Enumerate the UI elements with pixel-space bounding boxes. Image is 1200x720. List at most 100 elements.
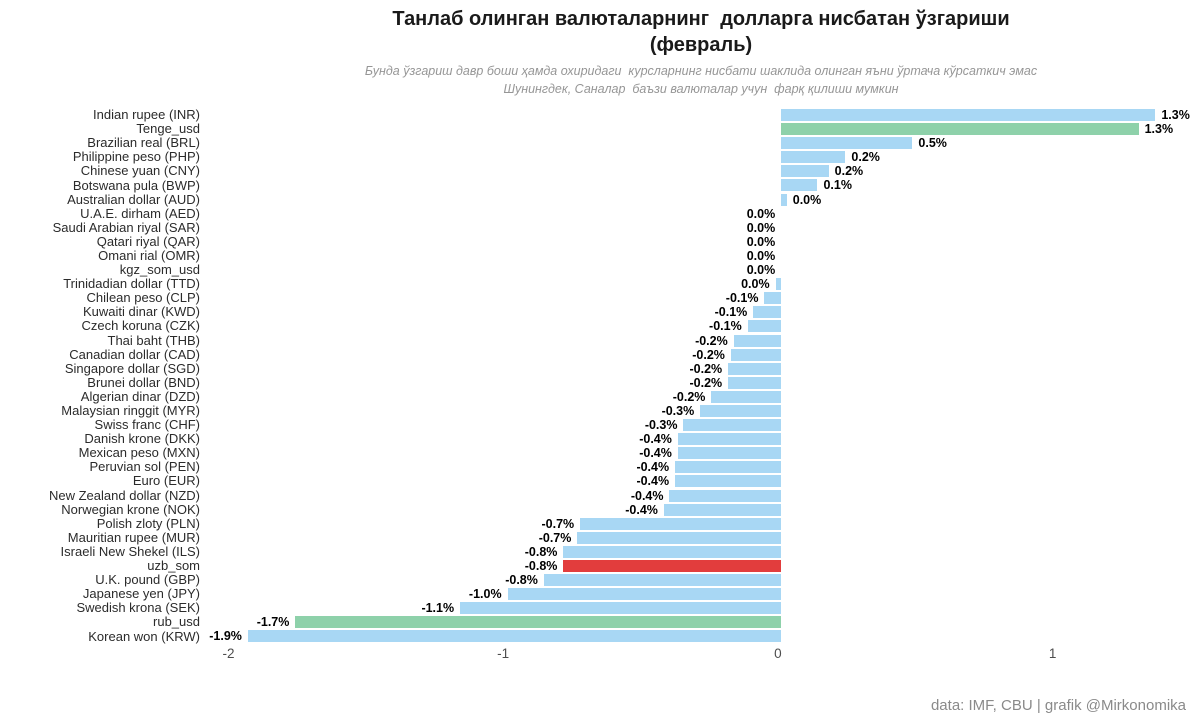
value-label: -1.9%: [209, 629, 242, 644]
chart-row: Kuwaiti dinar (KWD) -0.1%: [0, 305, 1200, 319]
x-tick-label: -1: [497, 646, 510, 661]
bar-track: -1.0%: [206, 587, 1200, 601]
category-label: New Zealand dollar (NZD): [49, 487, 200, 503]
bar: [675, 461, 782, 474]
bar-track: 0.0%: [206, 207, 1200, 221]
bar: [543, 574, 782, 587]
category-label: uzb_som: [147, 558, 200, 574]
chart-title-line2: (февраль): [649, 34, 753, 56]
bar-track: -0.1%: [206, 319, 1200, 333]
chart-row: Israeli New Shekel (ILS) -0.8%: [0, 544, 1200, 559]
bar: [683, 419, 782, 432]
chart-row: Tenge_usd 1.3%: [0, 122, 1200, 136]
bar: [781, 193, 787, 206]
category-label: Omani rial (OMR): [98, 247, 200, 263]
bar: [247, 630, 782, 643]
chart-row: rub_usd -1.7%: [0, 615, 1200, 629]
bar: [781, 151, 846, 164]
chart-row: Swiss franc (CHF) -0.3%: [0, 418, 1200, 432]
category-label: Malaysian ringgit (MYR): [61, 403, 200, 419]
category-label: Japanese yen (JPY): [82, 586, 200, 602]
value-label: -0.4%: [630, 488, 664, 503]
chart-row: Chilean peso (CLP) -0.1%: [0, 291, 1200, 305]
bar: [677, 433, 782, 446]
credits-text: data: IMF, CBU | grafik @Mirkonomika: [930, 697, 1186, 714]
category-label: Botswana pula (BWP): [72, 177, 200, 193]
category-label: Thai baht (THB): [107, 332, 200, 348]
chart-subtitle-line2: Шунингдек, Саналар баъзи валюталар учун …: [503, 82, 899, 97]
bar-track: -0.2%: [206, 334, 1200, 348]
bar-track: -0.4%: [206, 489, 1200, 503]
bar-track: -0.1%: [206, 291, 1200, 305]
value-label: 0.0%: [746, 206, 776, 221]
value-label: -0.3%: [661, 403, 695, 418]
bar-track: 0.2%: [206, 164, 1200, 178]
category-label: Trinidadian dollar (TTD): [63, 276, 200, 292]
bar-track: -0.4%: [206, 432, 1200, 446]
chart-row: Swedish krona (SEK) -1.1%: [0, 601, 1200, 615]
bar-chart-plot-area: Indian rupee (INR) 1.3% Tenge_usd 1.3% Brazi…: [0, 108, 1200, 644]
category-label: Chinese yuan (CNY): [80, 163, 200, 179]
chart-row: Australian dollar (AUD) 0.0%: [0, 192, 1200, 207]
chart-row: Omani rial (OMR) 0.0%: [0, 247, 1200, 263]
bar-track: -0.4%: [206, 503, 1200, 517]
bar: [728, 362, 782, 375]
value-label: -0.2%: [695, 333, 728, 348]
chart-row: Trinidadian dollar (TTD) 0.0%: [0, 277, 1200, 291]
bar-track: 0.2%: [206, 150, 1200, 164]
x-tick-label: -2: [222, 646, 235, 661]
value-label: 0.0%: [746, 234, 776, 249]
bar-track: -0.2%: [206, 376, 1200, 390]
bar: [677, 447, 782, 460]
bar-track: -1.7%: [206, 615, 1200, 629]
value-label: 0.2%: [834, 164, 864, 179]
category-label: Philippine peso (PHP): [72, 149, 200, 165]
value-label: -0.2%: [689, 361, 723, 376]
bar-track: -0.7%: [206, 531, 1200, 545]
chart-header: Танлаб олинган валюталарнинг долларга ни…: [212, 6, 1190, 98]
bar: [563, 560, 782, 572]
category-label: Polish zloty (PLN): [96, 515, 200, 531]
chart-row: Qatari riyal (QAR) 0.0%: [0, 233, 1200, 249]
value-label: 0.5%: [918, 136, 947, 151]
category-label: Peruvian sol (PEN): [89, 459, 200, 475]
category-label: Singapore dollar (SGD): [64, 360, 200, 376]
category-label: Norwegian krone (NOK): [61, 501, 200, 517]
bar: [563, 545, 782, 558]
value-label: -0.1%: [725, 291, 759, 306]
chart-row: Japanese yen (JPY) -1.0%: [0, 587, 1200, 601]
chart-row: Peruvian sol (PEN) -0.4%: [0, 460, 1200, 474]
category-label: U.A.E. dirham (AED): [80, 205, 200, 221]
category-label: Czech koruna (CZK): [81, 318, 200, 334]
x-axis: -2 -1 0 1: [212, 646, 1190, 664]
value-label: 0.0%: [746, 263, 776, 278]
category-label: Mauritian rupee (MUR): [67, 529, 200, 545]
value-label: -1.7%: [256, 615, 290, 630]
chart-row: Philippine peso (PHP) 0.2%: [0, 150, 1200, 164]
value-label: -0.3%: [644, 418, 678, 433]
chart-row: Mexican peso (MXN) -0.4%: [0, 446, 1200, 460]
category-label: Tenge_usd: [136, 121, 200, 137]
chart-row: Mauritian rupee (MUR) -0.7%: [0, 529, 1200, 545]
chart-row: Brunei dollar (BND) -0.2%: [0, 374, 1200, 390]
bar: [663, 503, 782, 516]
category-label: Qatari riyal (QAR): [96, 233, 200, 249]
category-label: Kuwaiti dinar (KWD): [82, 304, 200, 320]
bar-track: -1.1%: [206, 601, 1200, 615]
bar: [295, 616, 782, 629]
category-label: Swiss franc (CHF): [94, 417, 200, 433]
category-label: Algerian dinar (DZD): [80, 388, 200, 404]
chart-row: kgz_som_usd 0.0%: [0, 263, 1200, 277]
value-label: -0.4%: [639, 432, 672, 447]
chart-row: Botswana pula (BWP) 0.1%: [0, 178, 1200, 192]
bar-track: 0.0%: [206, 221, 1200, 235]
value-label: 0.0%: [741, 277, 770, 292]
bar: [733, 334, 782, 347]
value-label: -0.4%: [625, 502, 658, 517]
category-label: Brunei dollar (BND): [87, 374, 200, 390]
value-label: -0.1%: [714, 305, 748, 320]
bar-track: -0.3%: [206, 418, 1200, 432]
bar-track: -0.4%: [206, 446, 1200, 460]
chart-row: Danish krone (DKK) -0.4%: [0, 432, 1200, 446]
bar-track: -0.3%: [206, 404, 1200, 418]
